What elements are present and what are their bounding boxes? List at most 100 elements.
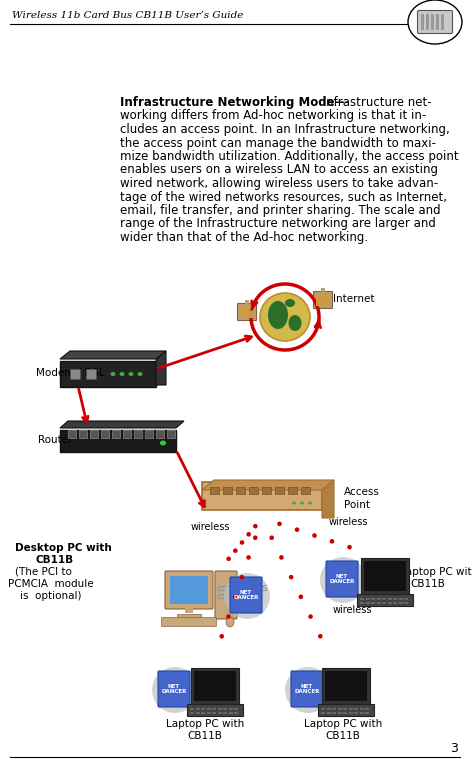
- FancyBboxPatch shape: [322, 668, 370, 704]
- Bar: [398, 601, 403, 604]
- Bar: [426, 14, 429, 30]
- Text: wireless: wireless: [332, 605, 372, 615]
- FancyBboxPatch shape: [326, 561, 358, 597]
- Ellipse shape: [219, 634, 224, 639]
- Text: NET
DANCER: NET DANCER: [295, 683, 320, 694]
- Bar: [360, 707, 363, 710]
- Bar: [207, 707, 211, 710]
- Bar: [134, 430, 142, 438]
- Bar: [382, 597, 386, 600]
- Bar: [382, 601, 386, 604]
- Ellipse shape: [253, 535, 258, 540]
- Bar: [145, 430, 153, 438]
- Bar: [210, 487, 219, 494]
- Text: wireless: wireless: [328, 517, 368, 527]
- Text: wired network, allowing wireless users to take advan-: wired network, allowing wireless users t…: [120, 177, 438, 190]
- Ellipse shape: [308, 502, 312, 505]
- FancyBboxPatch shape: [313, 291, 332, 308]
- FancyBboxPatch shape: [215, 571, 237, 619]
- Text: 3: 3: [450, 742, 458, 755]
- Bar: [325, 671, 367, 701]
- Bar: [377, 597, 380, 600]
- Ellipse shape: [289, 574, 294, 579]
- Text: Desktop PC with: Desktop PC with: [15, 543, 112, 553]
- Ellipse shape: [295, 528, 299, 532]
- Ellipse shape: [268, 301, 288, 329]
- Bar: [371, 601, 375, 604]
- Ellipse shape: [137, 372, 143, 376]
- FancyBboxPatch shape: [165, 571, 213, 609]
- FancyBboxPatch shape: [60, 361, 156, 387]
- Bar: [170, 576, 208, 604]
- Ellipse shape: [292, 502, 296, 505]
- Text: Modem / DSL: Modem / DSL: [36, 368, 105, 378]
- FancyBboxPatch shape: [230, 577, 262, 613]
- Text: mize bandwidth utilization. Additionally, the access point: mize bandwidth utilization. Additionally…: [120, 150, 459, 163]
- Text: CB11B: CB11B: [326, 731, 361, 741]
- Bar: [101, 430, 109, 438]
- Text: NET
DANCER: NET DANCER: [329, 574, 354, 584]
- Bar: [90, 430, 98, 438]
- Bar: [212, 707, 216, 710]
- Ellipse shape: [260, 293, 310, 341]
- Bar: [321, 288, 325, 292]
- Bar: [348, 712, 353, 714]
- Ellipse shape: [246, 555, 251, 560]
- Ellipse shape: [299, 594, 303, 599]
- Bar: [398, 597, 403, 600]
- Text: Laptop PC with: Laptop PC with: [400, 567, 472, 577]
- Bar: [360, 597, 364, 600]
- Text: CB11B: CB11B: [410, 579, 445, 589]
- Text: NET
DANCER: NET DANCER: [233, 590, 259, 601]
- Bar: [354, 707, 358, 710]
- Ellipse shape: [233, 594, 237, 599]
- Ellipse shape: [318, 634, 322, 639]
- FancyBboxPatch shape: [357, 594, 413, 606]
- Bar: [223, 712, 227, 714]
- Polygon shape: [322, 480, 334, 518]
- Bar: [218, 594, 234, 598]
- Bar: [431, 14, 434, 30]
- Bar: [195, 707, 200, 710]
- Ellipse shape: [330, 539, 334, 544]
- Bar: [112, 430, 120, 438]
- Bar: [70, 369, 80, 379]
- FancyBboxPatch shape: [158, 671, 190, 707]
- Bar: [201, 712, 205, 714]
- Bar: [404, 597, 408, 600]
- Bar: [123, 430, 131, 438]
- Bar: [404, 601, 408, 604]
- Polygon shape: [60, 351, 166, 359]
- Text: cludes an access point. In an Infrastructure networking,: cludes an access point. In an Infrastruc…: [120, 123, 450, 136]
- Bar: [332, 707, 336, 710]
- Text: CB11B: CB11B: [35, 555, 73, 565]
- Bar: [377, 601, 380, 604]
- Ellipse shape: [226, 617, 234, 627]
- Polygon shape: [60, 421, 184, 428]
- Bar: [240, 306, 254, 318]
- FancyBboxPatch shape: [318, 704, 374, 716]
- Bar: [421, 14, 424, 30]
- Ellipse shape: [226, 614, 231, 619]
- Bar: [167, 430, 175, 438]
- Bar: [190, 712, 194, 714]
- Text: Router: Router: [38, 435, 73, 445]
- Bar: [371, 597, 375, 600]
- Ellipse shape: [279, 555, 284, 560]
- Bar: [327, 712, 330, 714]
- Bar: [262, 487, 271, 494]
- FancyBboxPatch shape: [418, 11, 453, 34]
- Ellipse shape: [320, 557, 366, 603]
- Bar: [245, 300, 249, 304]
- Ellipse shape: [300, 502, 304, 505]
- Bar: [79, 430, 87, 438]
- Ellipse shape: [408, 0, 462, 44]
- FancyBboxPatch shape: [361, 558, 409, 594]
- Text: (The PCI to: (The PCI to: [15, 567, 72, 577]
- Ellipse shape: [312, 533, 317, 538]
- Text: enables users on a wireless LAN to access an existing: enables users on a wireless LAN to acces…: [120, 163, 438, 176]
- Bar: [365, 707, 369, 710]
- Ellipse shape: [160, 440, 166, 446]
- Bar: [337, 707, 342, 710]
- Bar: [393, 601, 397, 604]
